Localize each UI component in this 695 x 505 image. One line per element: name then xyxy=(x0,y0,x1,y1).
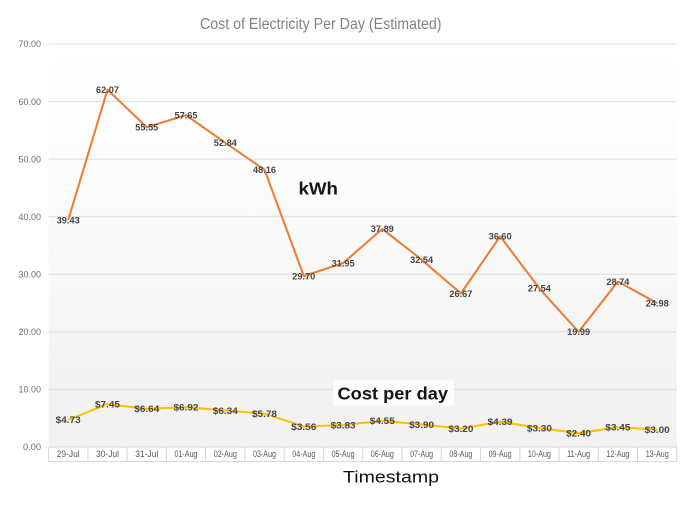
svg-text:$6.92: $6.92 xyxy=(174,403,199,414)
svg-text:50.00: 50.00 xyxy=(19,154,42,165)
svg-text:60.00: 60.00 xyxy=(19,97,42,108)
svg-text:Cost per day: Cost per day xyxy=(338,384,449,404)
svg-text:29-Jul: 29-Jul xyxy=(57,449,80,459)
svg-text:37.89: 37.89 xyxy=(371,224,394,235)
svg-text:52.84: 52.84 xyxy=(214,138,238,149)
svg-text:01-Aug: 01-Aug xyxy=(175,449,198,459)
svg-text:$6.34: $6.34 xyxy=(213,406,239,417)
svg-text:$4.55: $4.55 xyxy=(370,416,396,427)
svg-text:$2.40: $2.40 xyxy=(566,429,591,440)
svg-text:28.74: 28.74 xyxy=(606,277,630,288)
svg-text:$6.64: $6.64 xyxy=(134,404,160,415)
svg-text:48.16: 48.16 xyxy=(253,165,276,176)
svg-text:Cost of Electricity Per Day (E: Cost of Electricity Per Day (Estimated) xyxy=(200,16,442,33)
svg-text:$3.00: $3.00 xyxy=(645,425,670,436)
svg-text:10-Aug: 10-Aug xyxy=(528,449,551,459)
svg-text:$3.83: $3.83 xyxy=(331,420,356,431)
svg-text:07-Aug: 07-Aug xyxy=(410,449,433,459)
svg-text:32.54: 32.54 xyxy=(410,255,434,266)
svg-text:11-Aug: 11-Aug xyxy=(567,449,590,459)
svg-text:24.98: 24.98 xyxy=(646,299,669,310)
svg-text:70.00: 70.00 xyxy=(19,39,42,50)
svg-text:$3.56: $3.56 xyxy=(291,422,316,433)
svg-text:$4.73: $4.73 xyxy=(56,415,81,426)
svg-text:05-Aug: 05-Aug xyxy=(332,449,355,459)
svg-text:19.99: 19.99 xyxy=(567,327,590,338)
svg-text:03-Aug: 03-Aug xyxy=(253,449,276,459)
svg-text:13-Aug: 13-Aug xyxy=(646,449,669,459)
svg-text:31.95: 31.95 xyxy=(332,258,356,269)
svg-text:$7.45: $7.45 xyxy=(95,399,121,410)
svg-text:$3.20: $3.20 xyxy=(448,424,473,435)
svg-text:$3.90: $3.90 xyxy=(409,420,434,431)
svg-text:10.00: 10.00 xyxy=(19,385,42,396)
svg-text:08-Aug: 08-Aug xyxy=(449,449,472,459)
svg-text:30.00: 30.00 xyxy=(19,270,42,281)
svg-text:57.65: 57.65 xyxy=(175,110,199,121)
svg-text:$4.39: $4.39 xyxy=(488,417,513,428)
svg-text:39.43: 39.43 xyxy=(57,215,80,226)
svg-text:$3.30: $3.30 xyxy=(527,423,552,434)
svg-text:Timestamp: Timestamp xyxy=(343,468,439,487)
svg-text:27.54: 27.54 xyxy=(528,284,552,295)
svg-text:kWh: kWh xyxy=(299,179,339,199)
svg-text:04-Aug: 04-Aug xyxy=(292,449,315,459)
svg-text:29.70: 29.70 xyxy=(292,271,315,282)
svg-text:62.07: 62.07 xyxy=(96,85,119,96)
svg-text:0.00: 0.00 xyxy=(23,442,41,453)
svg-text:09-Aug: 09-Aug xyxy=(489,449,512,459)
svg-text:06-Aug: 06-Aug xyxy=(371,449,394,459)
svg-text:$5.78: $5.78 xyxy=(252,409,277,420)
svg-text:31-Jul: 31-Jul xyxy=(135,449,158,459)
svg-text:55.55: 55.55 xyxy=(135,123,159,134)
svg-text:30-Jul: 30-Jul xyxy=(96,449,119,459)
svg-text:26.67: 26.67 xyxy=(449,289,472,300)
svg-text:20.00: 20.00 xyxy=(19,327,42,338)
svg-text:02-Aug: 02-Aug xyxy=(214,449,237,459)
svg-text:12-Aug: 12-Aug xyxy=(606,449,629,459)
svg-text:$3.45: $3.45 xyxy=(605,422,631,433)
svg-text:36.60: 36.60 xyxy=(489,232,512,243)
svg-text:40.00: 40.00 xyxy=(19,212,42,223)
